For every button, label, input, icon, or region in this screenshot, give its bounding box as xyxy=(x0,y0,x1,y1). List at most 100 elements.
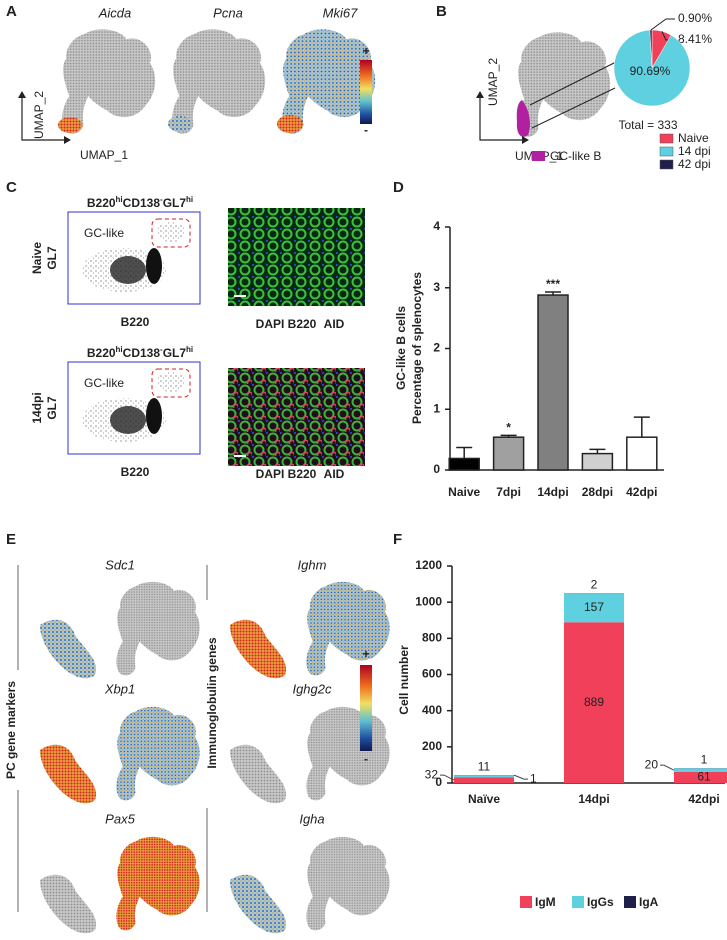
legend-label: IgGs xyxy=(587,895,614,909)
gate xyxy=(151,368,191,398)
x-tick-label: 14dpi xyxy=(578,792,609,806)
value-label: 1 xyxy=(530,771,537,785)
gene-label: Pax5 xyxy=(105,811,135,826)
flow-gate-pop xyxy=(157,222,185,242)
y-tick-label: 1 xyxy=(433,401,440,415)
scale-label: - xyxy=(364,123,368,137)
title-part: hi xyxy=(186,345,193,354)
pie-label: 0.90% xyxy=(678,11,712,25)
legend-swatch xyxy=(532,151,545,161)
micrograph xyxy=(228,208,365,306)
legend-swatch xyxy=(659,159,674,170)
axis-label: UMAP_2 xyxy=(32,91,46,139)
scale-label: + xyxy=(362,647,369,661)
value-label: 2 xyxy=(591,578,598,592)
title-part: CD138 xyxy=(123,196,161,210)
connector xyxy=(529,59,621,129)
bar-segment xyxy=(564,593,624,623)
y-tick-label: 2 xyxy=(433,341,440,355)
axis-arrows xyxy=(18,91,71,144)
panel-label: D xyxy=(393,179,404,196)
gene-label: Ighm xyxy=(298,557,327,572)
gene-label: Igha xyxy=(299,811,324,826)
leader-line xyxy=(650,18,675,31)
axis-label: UMAP_2 xyxy=(486,58,500,106)
bar-segment xyxy=(564,622,624,783)
y-tick-label: 200 xyxy=(422,739,442,753)
legend-swatch xyxy=(624,896,636,908)
value-label: 157 xyxy=(584,600,604,614)
gate-title: B220hiCD138-GL7hi xyxy=(87,345,193,361)
axis-label: GL7 xyxy=(45,246,59,270)
gene-label: Sdc1 xyxy=(105,557,135,572)
panel-label: F xyxy=(393,531,402,548)
bar-segment xyxy=(674,771,727,783)
gene-label: Xbp1 xyxy=(104,681,135,696)
bar xyxy=(581,452,614,471)
y-tick-label: 800 xyxy=(422,631,442,645)
title-part: B220 xyxy=(87,346,116,360)
axis-label: 14dpi xyxy=(30,392,44,423)
y-tick-label: 1200 xyxy=(415,558,442,572)
flow-core xyxy=(110,256,146,284)
bar-segment xyxy=(454,777,514,783)
legend-swatch xyxy=(659,133,674,144)
gate xyxy=(151,218,191,248)
significance: * xyxy=(506,421,511,435)
gene-label: Pcna xyxy=(213,5,243,20)
umap-plot xyxy=(517,32,611,137)
value-label: 61 xyxy=(697,770,711,784)
color-scale xyxy=(360,60,372,124)
bar xyxy=(448,457,480,471)
stain-label: DAPI xyxy=(256,317,285,331)
axis-label: B220 xyxy=(121,315,150,329)
legend-label: 42 dpi xyxy=(678,157,711,171)
title-part: - xyxy=(160,195,163,204)
bar xyxy=(492,436,525,471)
flow-core xyxy=(146,398,162,434)
legend-label: Naive xyxy=(678,131,709,145)
x-tick-label: 14dpi xyxy=(537,485,568,499)
bar-segment xyxy=(454,775,514,778)
x-tick-label: 7dpi xyxy=(496,485,521,499)
gene-label: Aicda xyxy=(98,5,132,20)
title-part: CD138 xyxy=(123,346,161,360)
x-tick-label: 28dpi xyxy=(582,485,613,499)
leader-line xyxy=(513,774,528,780)
value-label: 889 xyxy=(584,695,604,709)
flow-gate-pop xyxy=(157,372,185,392)
bar xyxy=(626,436,658,471)
y-tick-label: 0 xyxy=(435,775,442,789)
x-tick-label: 42dpi xyxy=(688,792,719,806)
y-tick-label: 1000 xyxy=(415,594,442,608)
axis-arrows xyxy=(476,91,529,144)
micrograph xyxy=(228,368,365,466)
y-tick-label: 600 xyxy=(422,667,442,681)
panel-label: A xyxy=(6,3,17,20)
value-label: 20 xyxy=(645,757,659,771)
legend-swatch xyxy=(659,146,674,157)
legend-label: 14 dpi xyxy=(678,144,711,158)
y-tick-label: 3 xyxy=(433,280,440,294)
axis-label: Naive xyxy=(30,242,44,274)
title-part: GL7 xyxy=(163,196,187,210)
panel-label: C xyxy=(6,179,17,196)
umap-axes xyxy=(479,95,525,141)
stain-label: B220 xyxy=(288,467,317,481)
bar-segment xyxy=(674,768,727,772)
umap-axes xyxy=(21,95,67,141)
scale-label: + xyxy=(362,44,369,58)
leader-line xyxy=(440,774,455,781)
pie-slice xyxy=(649,29,653,69)
title-part: GL7 xyxy=(163,346,187,360)
annotation: Total = 333 xyxy=(618,118,677,132)
panel-label: B xyxy=(436,3,447,20)
leader-line xyxy=(660,764,675,771)
value-label: 32 xyxy=(425,767,439,781)
pie-label: 8.41% xyxy=(678,32,712,46)
title-part: hi xyxy=(116,195,123,204)
umap-plot xyxy=(58,29,376,134)
stain-label: AID xyxy=(324,467,345,481)
y-axis-label: Percentage of splenocytes xyxy=(410,272,424,424)
panel-label: E xyxy=(6,531,16,548)
